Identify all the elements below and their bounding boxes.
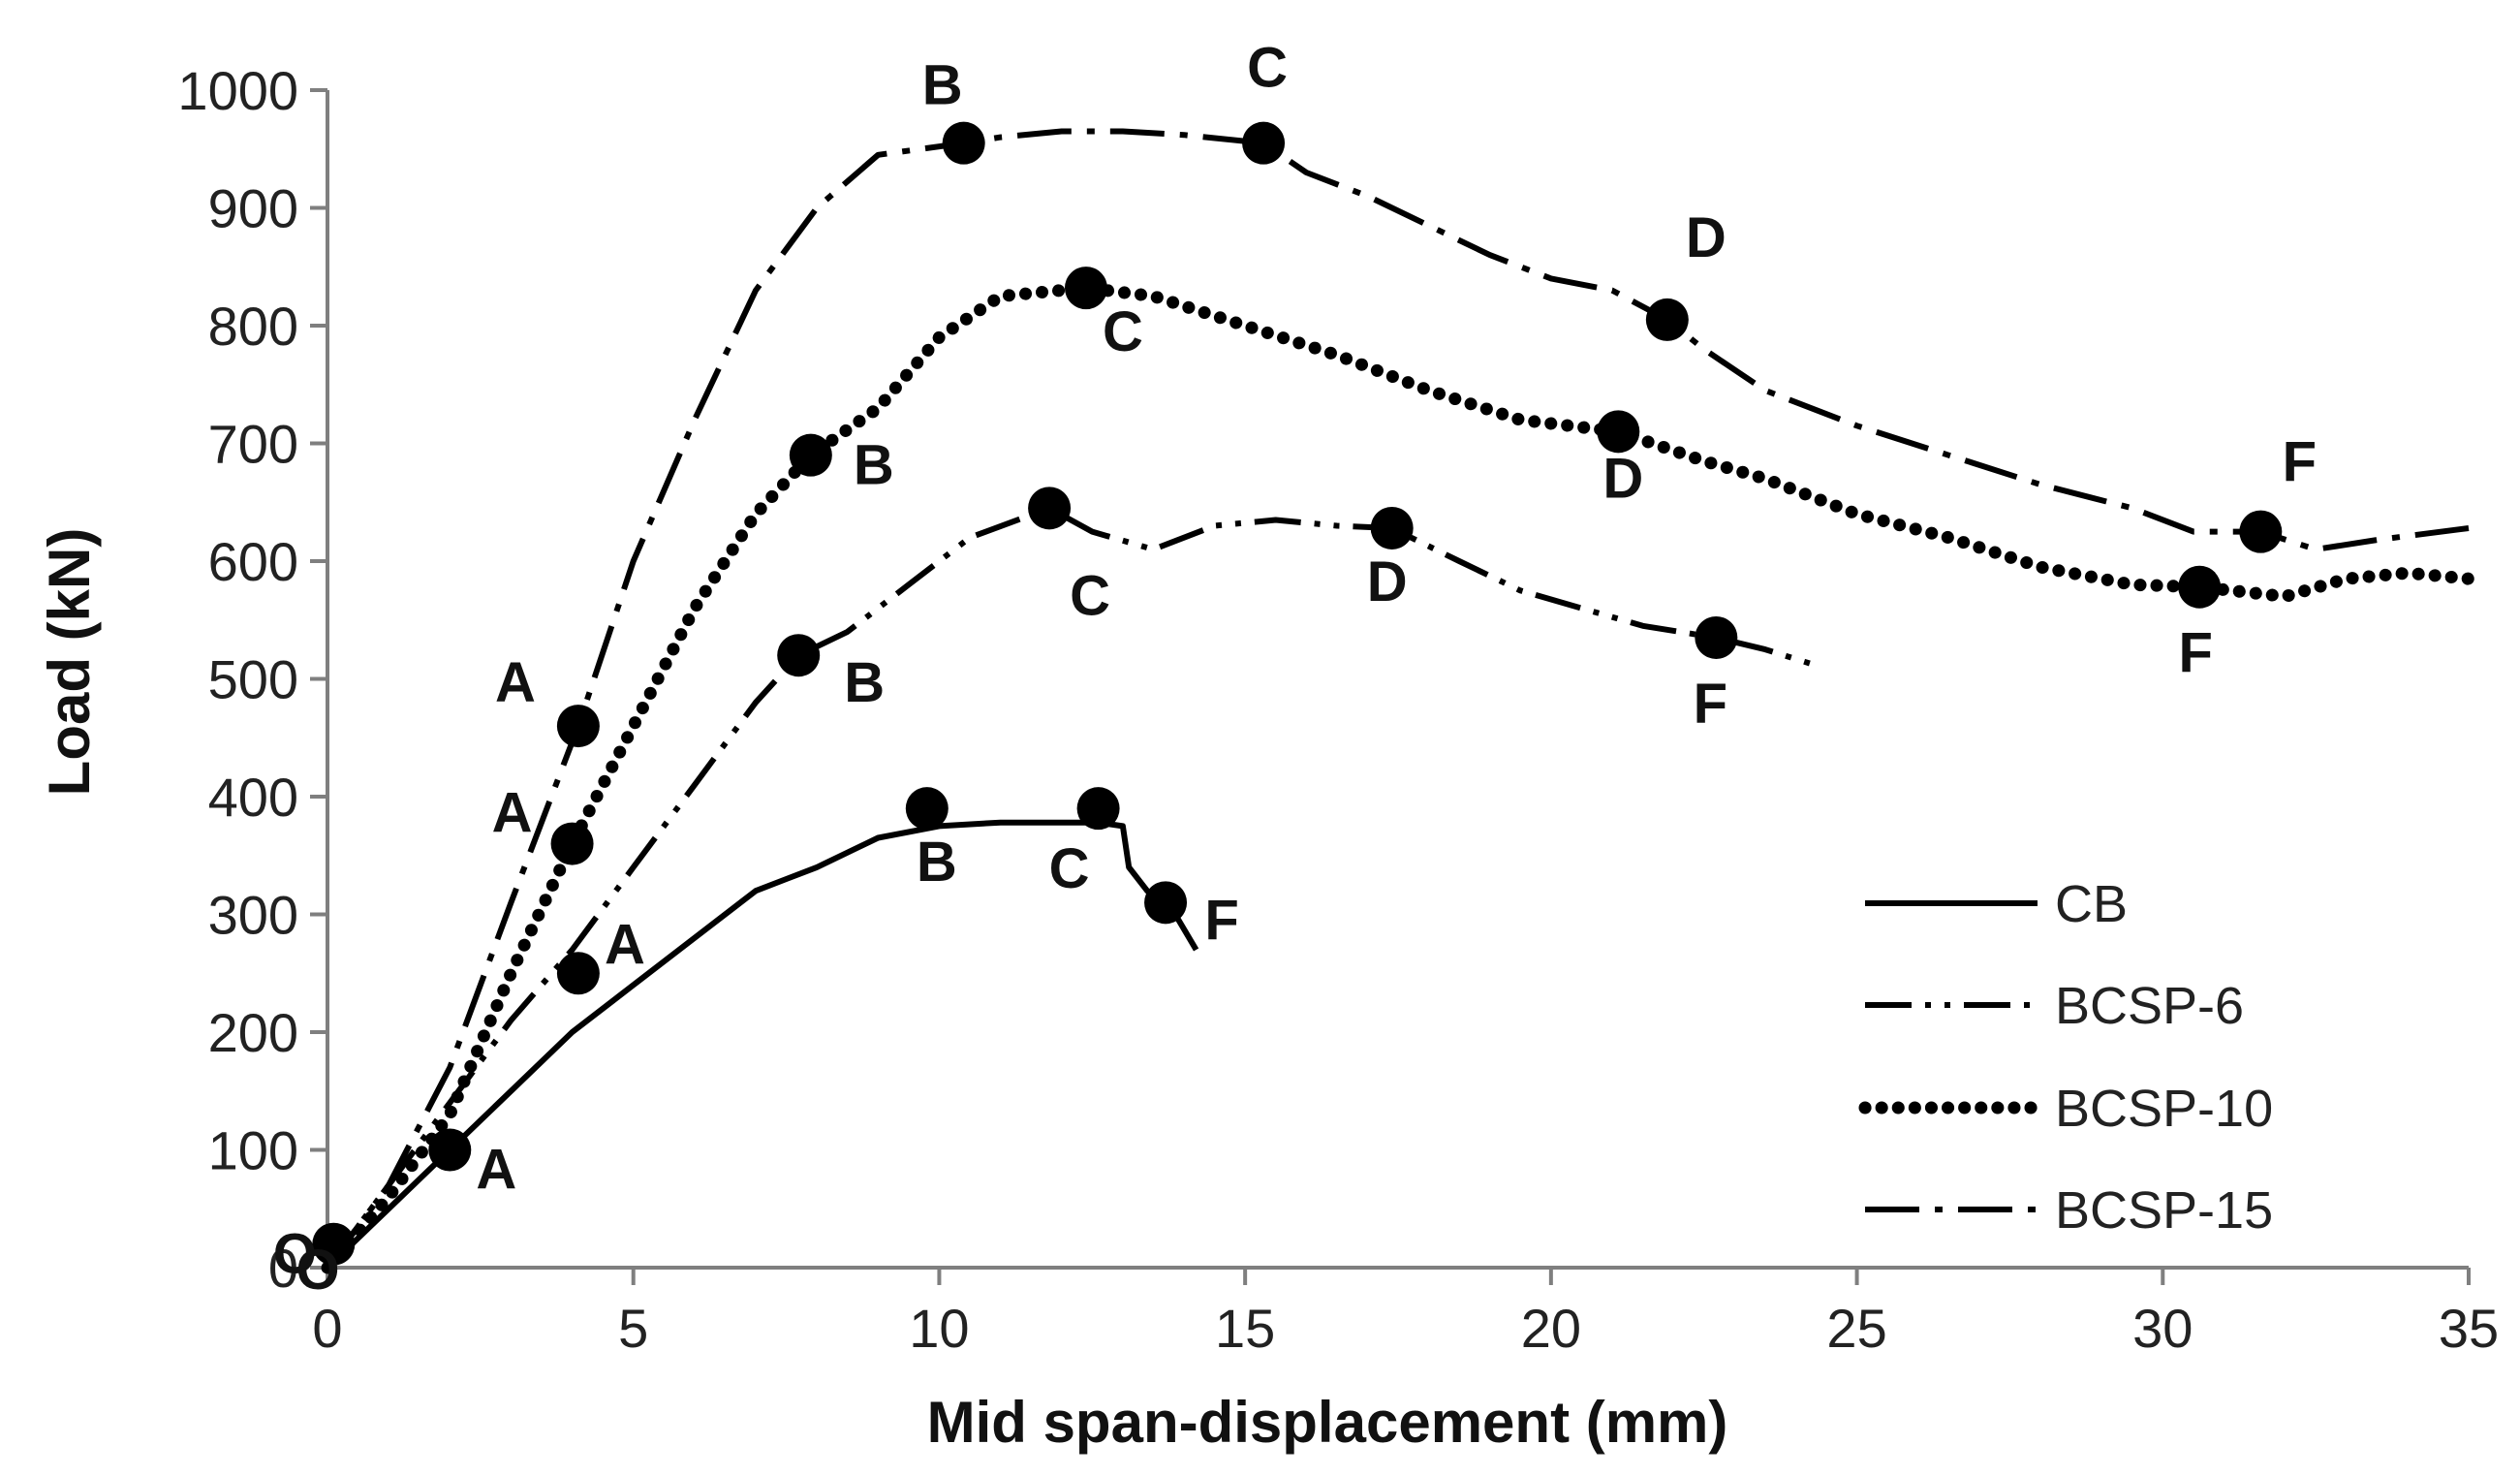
x-tick-label: 25 xyxy=(1826,1298,1886,1359)
marker-bcsp-10-b xyxy=(789,433,832,477)
y-tick-label: 800 xyxy=(208,296,298,357)
marker-bcsp-15-b xyxy=(942,121,985,165)
marker-cb-f xyxy=(1144,881,1188,925)
y-axis-title: Load (kN) xyxy=(37,528,102,797)
y-tick-label: 600 xyxy=(208,531,298,592)
marker-cb-a xyxy=(428,1128,472,1172)
y-tick-label: 1000 xyxy=(177,60,298,121)
marker-bcsp-10-c xyxy=(1064,267,1107,310)
point-label-bcsp-10-d: D xyxy=(1602,447,1643,510)
marker-bcsp-6-c xyxy=(1028,487,1072,530)
point-label-bcsp-10-f: F xyxy=(2178,622,2212,685)
x-tick-label: 5 xyxy=(618,1298,648,1359)
marker-bcsp-10-f xyxy=(2178,565,2222,609)
x-tick-label: 10 xyxy=(909,1298,969,1359)
y-tick-label: 900 xyxy=(208,178,298,239)
y-tick-label: 0 xyxy=(268,1238,298,1299)
x-tick-label: 30 xyxy=(2132,1298,2193,1359)
data-points xyxy=(312,121,2283,1266)
point-label-bcsp-15-d: D xyxy=(1686,206,1727,269)
y-tick-label: 400 xyxy=(208,767,298,828)
point-label-cb-a: A xyxy=(476,1139,516,1202)
axes: 0 100 200 300 400 500 600 700 800 900 1000 0 5 10 15 20… xyxy=(177,60,2499,1359)
series-line-bcsp-10 xyxy=(321,281,2475,1274)
x-tick-label: 20 xyxy=(1521,1298,1581,1359)
y-tick-label: 500 xyxy=(208,649,298,710)
point-label-bcsp-6-f: F xyxy=(1694,673,1727,736)
point-label-bcsp-10-a: A xyxy=(492,782,533,845)
x-tick-label: 15 xyxy=(1215,1298,1275,1359)
series-line-cb xyxy=(325,819,1199,1271)
marker-bcsp-15-a xyxy=(556,705,600,748)
marker-bcsp-6-a xyxy=(556,952,600,995)
legend-label-bcsp-6: BCSP-6 xyxy=(2055,977,2244,1035)
x-tick-label: 35 xyxy=(2439,1298,2499,1359)
legend-label-bcsp-10: BCSP-10 xyxy=(2055,1080,2273,1138)
series-line-bcsp-15 xyxy=(325,128,2470,1270)
y-tick-label: 200 xyxy=(208,1002,298,1063)
marker-bcsp-15-c xyxy=(1242,121,1286,165)
point-label-cb-o: O xyxy=(273,1223,317,1286)
point-label-bcsp-10-c: C xyxy=(1103,300,1143,363)
marker-bcsp-15-d xyxy=(1645,298,1689,341)
x-axis-title: Mid span-displacement (mm) xyxy=(927,1390,1728,1455)
series-line-bcsp-6 xyxy=(325,505,1816,1270)
marker-bcsp-6-b xyxy=(777,634,821,677)
y-tick-label: 300 xyxy=(208,885,298,946)
point-label-bcsp-15-c: C xyxy=(1247,37,1288,100)
point-label-cb-f: F xyxy=(1204,889,1238,952)
point-label-bcsp-15-b: B xyxy=(922,54,963,117)
y-tick-label: 100 xyxy=(208,1120,298,1181)
marker-cb-o xyxy=(312,1222,356,1266)
series-lines xyxy=(321,128,2475,1274)
legend-label-cb: CB xyxy=(2055,875,2128,933)
point-label-bcsp-6-d: D xyxy=(1367,550,1408,613)
marker-bcsp-6-d xyxy=(1370,506,1414,550)
marker-bcsp-15-f xyxy=(2239,510,2283,553)
point-label-bcsp-6-b: B xyxy=(844,651,885,714)
point-label-bcsp-15-a: A xyxy=(495,651,536,714)
marker-cb-b xyxy=(905,787,949,831)
legend: CB BCSP-6 BCSP-10 BCSP-15 xyxy=(1858,875,2273,1240)
legend-label-bcsp-15: BCSP-15 xyxy=(2055,1181,2273,1240)
point-label-bcsp-15-f: F xyxy=(2283,431,2317,494)
point-label-bcsp-6-a: A xyxy=(605,913,645,976)
point-label-cb-b: B xyxy=(917,831,957,894)
point-label-cb-c: C xyxy=(1049,837,1090,900)
marker-bcsp-10-a xyxy=(550,822,594,865)
point-label-bcsp-6-c: C xyxy=(1070,564,1110,627)
marker-bcsp-10-d xyxy=(1597,410,1640,454)
y-tick-label: 700 xyxy=(208,414,298,475)
x-tick-label: 0 xyxy=(312,1298,342,1359)
point-labels: O A B C F A B C D F A B C D F A B C D F O xyxy=(273,37,2317,1302)
origin-label: O xyxy=(296,1239,339,1302)
marker-cb-c xyxy=(1076,787,1120,831)
marker-bcsp-6-f xyxy=(1695,615,1738,659)
point-label-bcsp-10-b: B xyxy=(854,434,894,497)
